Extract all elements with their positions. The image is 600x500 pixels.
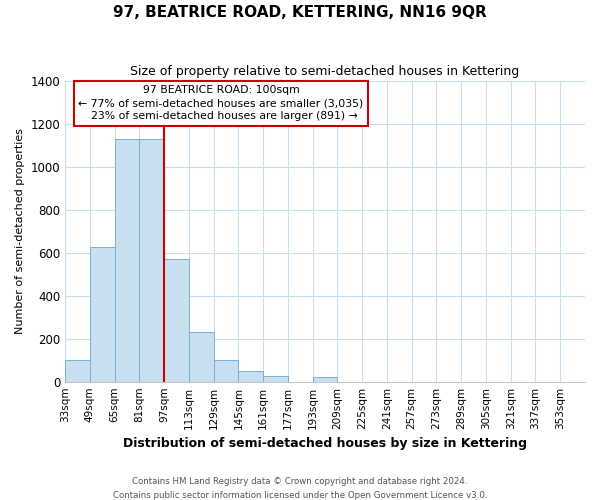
Bar <box>139 138 164 382</box>
Bar <box>263 376 288 382</box>
Bar <box>164 259 189 382</box>
Text: 97 BEATRICE ROAD: 100sqm
← 77% of semi-detached houses are smaller (3,035)
  23%: 97 BEATRICE ROAD: 100sqm ← 77% of semi-d… <box>79 85 364 122</box>
Bar <box>90 247 115 382</box>
Text: 97, BEATRICE ROAD, KETTERING, NN16 9QR: 97, BEATRICE ROAD, KETTERING, NN16 9QR <box>113 5 487 20</box>
Y-axis label: Number of semi-detached properties: Number of semi-detached properties <box>15 128 25 334</box>
Text: Contains HM Land Registry data © Crown copyright and database right 2024.
Contai: Contains HM Land Registry data © Crown c… <box>113 478 487 500</box>
Bar <box>238 371 263 382</box>
Bar <box>189 332 214 382</box>
Title: Size of property relative to semi-detached houses in Kettering: Size of property relative to semi-detach… <box>130 65 520 78</box>
X-axis label: Distribution of semi-detached houses by size in Kettering: Distribution of semi-detached houses by … <box>123 437 527 450</box>
Bar <box>313 378 337 382</box>
Bar <box>214 360 238 382</box>
Bar <box>115 138 139 382</box>
Bar <box>65 360 90 382</box>
